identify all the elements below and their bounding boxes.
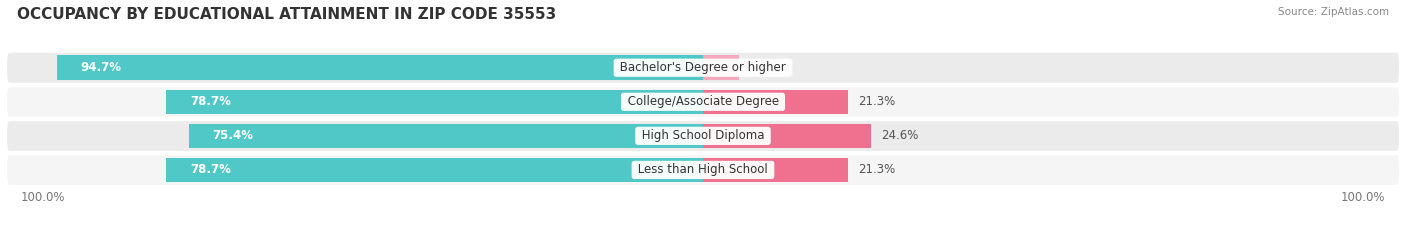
Bar	[703, 89, 848, 114]
Text: Bachelor's Degree or higher: Bachelor's Degree or higher	[616, 61, 790, 74]
Bar	[188, 123, 703, 148]
FancyBboxPatch shape	[7, 155, 1399, 185]
FancyBboxPatch shape	[7, 53, 1399, 83]
Text: 75.4%: 75.4%	[212, 129, 253, 142]
Text: OCCUPANCY BY EDUCATIONAL ATTAINMENT IN ZIP CODE 35553: OCCUPANCY BY EDUCATIONAL ATTAINMENT IN Z…	[17, 7, 557, 22]
Bar	[166, 89, 703, 114]
Bar	[703, 158, 848, 182]
Text: College/Associate Degree: College/Associate Degree	[624, 95, 782, 108]
FancyBboxPatch shape	[7, 87, 1399, 117]
Text: Source: ZipAtlas.com: Source: ZipAtlas.com	[1278, 7, 1389, 17]
Bar	[56, 55, 703, 80]
Text: 24.6%: 24.6%	[882, 129, 918, 142]
Text: 21.3%: 21.3%	[859, 163, 896, 176]
Text: 100.0%: 100.0%	[1341, 191, 1385, 204]
Text: 94.7%: 94.7%	[80, 61, 122, 74]
Text: 21.3%: 21.3%	[859, 95, 896, 108]
Bar	[703, 123, 870, 148]
Text: High School Diploma: High School Diploma	[638, 129, 768, 142]
Text: Less than High School: Less than High School	[634, 163, 772, 176]
Text: 78.7%: 78.7%	[190, 163, 231, 176]
Text: 78.7%: 78.7%	[190, 95, 231, 108]
FancyBboxPatch shape	[7, 121, 1399, 151]
Bar	[703, 55, 740, 80]
Text: 100.0%: 100.0%	[21, 191, 65, 204]
Bar	[166, 158, 703, 182]
Text: 5.3%: 5.3%	[749, 61, 779, 74]
